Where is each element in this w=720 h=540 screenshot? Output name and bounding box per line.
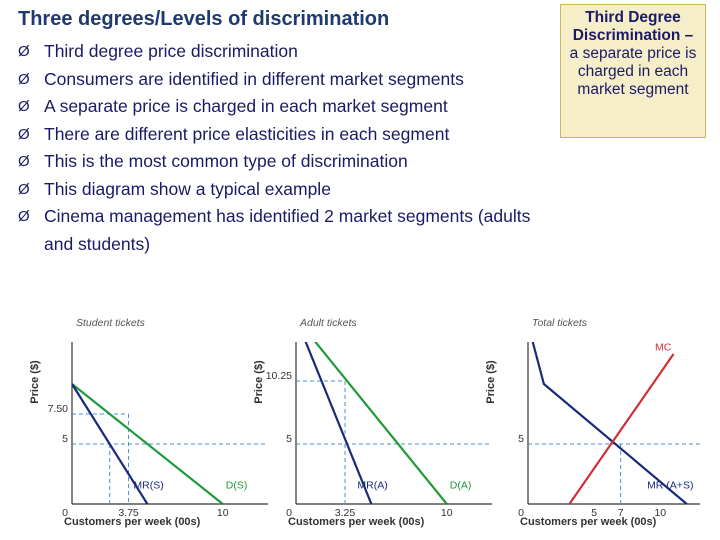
- bullet-list: Ø Third degree price discrimination Ø Cons…: [18, 38, 548, 258]
- series-label: MC: [655, 341, 672, 353]
- x-axis-label: Customers per week (00s): [520, 516, 657, 528]
- chart-title: Student tickets: [76, 317, 146, 329]
- bullet-item: Ø A separate price is charged in each mar…: [18, 93, 548, 121]
- bullet-text: There are different price elasticities i…: [44, 123, 450, 144]
- bullet-item: Ø Third degree price discrimination: [18, 38, 548, 66]
- x-tick-label: 0: [62, 507, 68, 519]
- bullet-text: Cinema management has identified 2 marke…: [44, 206, 531, 254]
- arrow-bullet-icon: Ø: [18, 98, 30, 115]
- arrow-bullet-icon: Ø: [18, 180, 30, 198]
- bullet-item: Ø Consumers are identified in different m…: [18, 66, 548, 94]
- chart-title: Total tickets: [532, 317, 588, 329]
- series-line-d-a-: [314, 342, 448, 504]
- slide-title: Three degrees/Levels of discrimination: [18, 8, 390, 30]
- series-line-mr-s-: [72, 383, 149, 504]
- arrow-bullet-icon: Ø: [18, 43, 30, 60]
- x-axis-label: Customers per week (00s): [288, 516, 425, 528]
- series-label: MR(A): [357, 479, 387, 491]
- y-tick-label: 5: [62, 433, 68, 445]
- callout-body: a separate price is charged in each mark…: [569, 45, 697, 98]
- chart-title: Adult tickets: [299, 317, 357, 329]
- series-label: D(A): [450, 479, 472, 491]
- series-label: MR (A+S): [647, 479, 693, 491]
- y-tick-label: 5: [518, 433, 524, 445]
- bullet-item: Ø This is the most common type of discrim…: [18, 148, 548, 176]
- callout-box: Third Degree Discrimination – a separate…: [560, 4, 706, 138]
- x-axis-label: Customers per week (00s): [64, 516, 201, 528]
- arrow-bullet-icon: Ø: [18, 153, 30, 170]
- y-axis-label: Price ($): [485, 360, 497, 404]
- x-tick-label: 7: [618, 507, 624, 519]
- y-tick-label: 10.25: [266, 370, 292, 382]
- arrow-bullet-icon: Ø: [18, 208, 30, 225]
- x-tick-label: 10: [217, 507, 229, 519]
- y-axis-label: Price ($): [29, 360, 41, 404]
- arrow-bullet-icon: Ø: [18, 125, 30, 143]
- bullet-text: Third degree price discrimination: [44, 41, 298, 61]
- series-label: D(S): [226, 479, 248, 491]
- y-tick-label: 7.50: [48, 403, 69, 415]
- callout-heading: Third Degree Discrimination –: [572, 9, 694, 44]
- bullet-text: This diagram show a typical example: [44, 178, 331, 199]
- y-tick-label: 5: [286, 433, 292, 445]
- arrow-bullet-icon: Ø: [18, 70, 30, 88]
- series-line-mr-a-s-: [531, 342, 688, 504]
- x-tick-label: 10: [441, 507, 453, 519]
- x-tick-label: 0: [518, 507, 524, 519]
- x-tick-label: 3.75: [118, 507, 139, 519]
- y-axis-label: Price ($): [253, 360, 265, 404]
- bullet-text: A separate price is charged in each mark…: [44, 96, 448, 116]
- series-line-mc: [568, 353, 675, 504]
- series-line-mr-a-: [304, 342, 373, 504]
- price-discrimination-charts: Student tickets Price ($) Customers per we…: [29, 317, 700, 528]
- series-label: MR(S): [133, 479, 163, 491]
- series-line-d-s-: [72, 383, 224, 504]
- x-tick-label: 10: [654, 507, 666, 519]
- bullet-item: Ø Cinema management has identified 2 mark…: [18, 203, 548, 258]
- bullet-text: Consumers are identified in different ma…: [44, 68, 464, 89]
- x-tick-label: 3.25: [335, 507, 356, 519]
- x-tick-label: 5: [591, 507, 597, 519]
- bullet-item: Ø This diagram show a typical example: [18, 176, 548, 204]
- x-tick-label: 0: [286, 507, 292, 519]
- bullet-text: This is the most common type of discrimi…: [44, 151, 408, 171]
- bullet-item: Ø There are different price elasticities …: [18, 121, 548, 149]
